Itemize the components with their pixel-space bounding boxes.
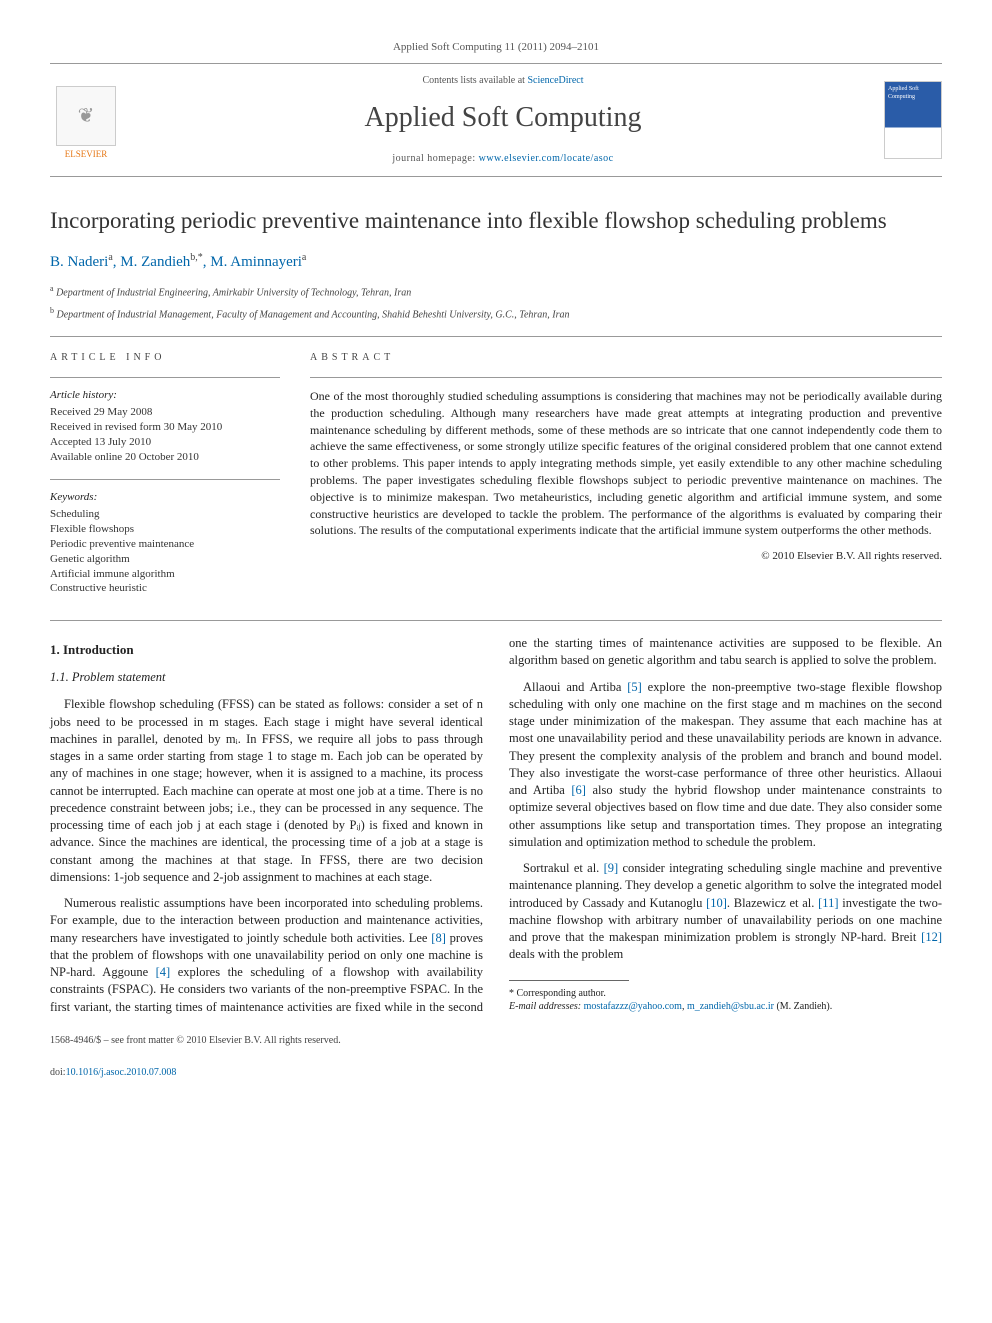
paper-title: Incorporating periodic preventive mainte…	[50, 207, 942, 236]
divider-rule	[50, 479, 280, 480]
body-paragraph: Flexible flowshop scheduling (FFSS) can …	[50, 696, 483, 886]
citation-link[interactable]: [9]	[604, 861, 619, 875]
journal-header: ❦ ELSEVIER Contents lists available at S…	[50, 63, 942, 176]
email-tail: (M. Zandieh).	[774, 1001, 832, 1012]
body-text: . Blazewicz et al.	[727, 896, 818, 910]
article-info-label: ARTICLE INFO	[50, 351, 280, 365]
publisher-logo: ❦ ELSEVIER	[50, 79, 122, 161]
journal-reference: Applied Soft Computing 11 (2011) 2094–21…	[50, 40, 942, 55]
keyword-item: Scheduling	[50, 507, 280, 522]
elsevier-tree-icon: ❦	[56, 86, 116, 146]
body-text: Numerous realistic assumptions have been…	[50, 896, 483, 945]
abstract-label: ABSTRACT	[310, 351, 942, 365]
divider-rule	[50, 336, 942, 337]
affiliation-line: a Department of Industrial Engineering, …	[50, 283, 942, 300]
citation-link[interactable]: [5]	[627, 680, 642, 694]
publisher-name: ELSEVIER	[65, 148, 108, 161]
section-heading-1: 1. Introduction	[50, 641, 483, 659]
abstract-text: One of the most thoroughly studied sched…	[310, 388, 942, 539]
keyword-item: Constructive heuristic	[50, 581, 280, 596]
author-email-link[interactable]: m_zandieh@sbu.ac.ir	[687, 1001, 774, 1012]
citation-link[interactable]: [4]	[156, 965, 171, 979]
divider-rule	[50, 377, 280, 378]
article-body: 1. Introduction 1.1. Problem statement F…	[50, 635, 942, 1016]
abstract-copyright: © 2010 Elsevier B.V. All rights reserved…	[310, 549, 942, 564]
abstract-block: ABSTRACT One of the most thoroughly stud…	[310, 351, 942, 596]
email-label: E-mail addresses:	[509, 1001, 584, 1012]
article-history-label: Article history:	[50, 388, 280, 403]
journal-homepage-link[interactable]: www.elsevier.com/locate/asoc	[479, 153, 614, 164]
author-email-link[interactable]: mostafazzz@yahoo.com	[584, 1001, 682, 1012]
journal-cover-thumbnail: Applied Soft Computing	[884, 81, 942, 159]
footer-doi-line: doi:10.1016/j.asoc.2010.07.008	[50, 1066, 942, 1080]
history-item: Received 29 May 2008	[50, 405, 280, 420]
journal-homepage-line: journal homepage: www.elsevier.com/locat…	[122, 152, 884, 166]
body-text: Allaoui and Artiba	[523, 680, 627, 694]
keyword-item: Artificial immune algorithm	[50, 567, 280, 582]
history-item: Accepted 13 July 2010	[50, 435, 280, 450]
doi-link[interactable]: 10.1016/j.asoc.2010.07.008	[66, 1067, 177, 1078]
section-heading-1-1: 1.1. Problem statement	[50, 669, 483, 686]
sciencedirect-link[interactable]: ScienceDirect	[527, 75, 583, 86]
body-paragraph: Allaoui and Artiba [5] explore the non-p…	[509, 679, 942, 852]
body-text: explore the non-preemptive two-stage fle…	[509, 680, 942, 798]
citation-link[interactable]: [8]	[431, 931, 446, 945]
keywords-label: Keywords:	[50, 490, 280, 505]
citation-link[interactable]: [10]	[706, 896, 727, 910]
keyword-item: Flexible flowshops	[50, 522, 280, 537]
email-footnote: E-mail addresses: mostafazzz@yahoo.com, …	[509, 1000, 942, 1014]
body-text: Sortrakul et al.	[523, 861, 604, 875]
authors-line: B. Naderia, M. Zandiehb,*, M. Aminnayeri…	[50, 251, 942, 273]
contents-available-line: Contents lists available at ScienceDirec…	[122, 74, 884, 88]
contents-prefix: Contents lists available at	[422, 75, 527, 86]
history-item: Received in revised form 30 May 2010	[50, 420, 280, 435]
homepage-prefix: journal homepage:	[392, 153, 478, 164]
doi-label: doi:	[50, 1067, 66, 1078]
corresponding-author-footnote: * Corresponding author.	[509, 987, 942, 1001]
history-item: Available online 20 October 2010	[50, 450, 280, 465]
footer-issn-line: 1568-4946/$ – see front matter © 2010 El…	[50, 1034, 942, 1048]
body-text: deals with the problem	[509, 947, 623, 961]
keyword-item: Genetic algorithm	[50, 552, 280, 567]
article-info-block: ARTICLE INFO Article history: Received 2…	[50, 351, 280, 596]
citation-link[interactable]: [12]	[921, 930, 942, 944]
journal-title: Applied Soft Computing	[122, 98, 884, 137]
citation-link[interactable]: [11]	[818, 896, 838, 910]
citation-link[interactable]: [6]	[571, 783, 586, 797]
divider-rule	[50, 620, 942, 621]
keyword-item: Periodic preventive maintenance	[50, 537, 280, 552]
body-paragraph: Sortrakul et al. [9] consider integratin…	[509, 860, 942, 964]
affiliation-line: b Department of Industrial Management, F…	[50, 305, 942, 322]
footnote-separator	[509, 980, 629, 981]
divider-rule	[310, 377, 942, 378]
